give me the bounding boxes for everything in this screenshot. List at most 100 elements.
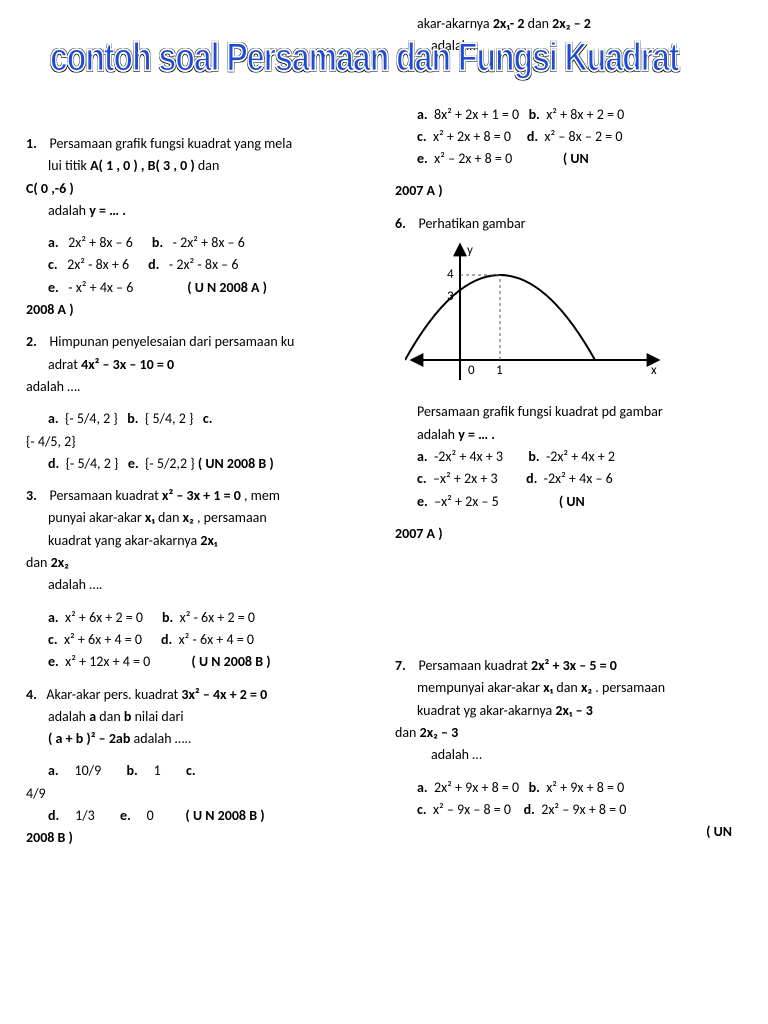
- q7-t2b: dan: [553, 679, 581, 696]
- q4-cv: 4/9: [26, 785, 46, 802]
- q4-eq: 3x² – 4x + 2 = 0: [181, 686, 267, 703]
- q3-a: a.: [48, 609, 59, 626]
- q7-bv: x² + 9x + 8 = 0: [546, 779, 624, 796]
- q2-bv: { 5/4, 2 }: [145, 410, 194, 427]
- q7-rr1: 2x₁ – 3: [555, 702, 592, 719]
- q4-d: d.: [48, 807, 59, 824]
- q4-t2a: adalah: [48, 708, 89, 725]
- q3-x1: x₁: [145, 509, 155, 526]
- q7-c: c.: [417, 801, 427, 818]
- q3-d: d.: [161, 631, 172, 648]
- q1-ev: - x² + 4x – 6: [68, 279, 133, 296]
- q6-number: 6.: [395, 215, 406, 232]
- q4-bv: 1: [154, 762, 161, 779]
- graph-x-label: x: [651, 363, 657, 378]
- q6-src2: 2007 A ): [395, 525, 443, 542]
- q2-b: b.: [127, 410, 138, 427]
- q4-t2c: nilai dari: [131, 708, 183, 725]
- left-column: 1. Persamaan grafik fungsi kuadrat yang …: [26, 14, 373, 851]
- q6-e: e.: [417, 493, 428, 510]
- q3-source: ( U N 2008 B ): [191, 653, 270, 670]
- q3-dv: x² - 6x + 4 = 0: [179, 631, 254, 648]
- graph-tick-y1: 3: [447, 289, 454, 304]
- q7-t2c: . persamaan: [592, 679, 665, 696]
- top-dv: x² – 8x – 2 = 0: [544, 128, 622, 145]
- q1-text3: adalah: [48, 202, 89, 219]
- q7-t3b: dan: [395, 724, 420, 741]
- q1-source: ( U N 2008 A ): [187, 279, 267, 296]
- q4-t1a: Akar-akar pers. kuadrat: [46, 686, 181, 703]
- q1-text2a: lui titik: [48, 157, 90, 174]
- q6-bv: -2x² + 4x + 2: [546, 448, 615, 465]
- q7-x2: x₂: [581, 679, 592, 696]
- top-src2: 2007 A ): [395, 182, 443, 199]
- q1-e: e.: [48, 279, 59, 296]
- q1-dv: - 2x² - 8x – 6: [169, 256, 239, 273]
- q1-source-b: 2008 A ): [26, 301, 74, 318]
- q1-c: c.: [48, 256, 58, 273]
- q2-d: d.: [48, 455, 59, 472]
- top-ev: x² – 2x + 8 = 0: [434, 150, 512, 167]
- q6-c: c.: [417, 470, 427, 487]
- q2-dv: {- 5/4, 2 }: [66, 455, 119, 472]
- q3-b: b.: [162, 609, 173, 626]
- q6-d: d.: [526, 470, 537, 487]
- q2-a: a.: [48, 410, 59, 427]
- graph-y-label: y: [467, 243, 473, 258]
- q7-d: d.: [524, 801, 535, 818]
- q1-a: a.: [48, 234, 59, 251]
- q3-2x2: 2x₂: [51, 554, 69, 571]
- q2-text2: adrat: [48, 356, 81, 373]
- q4-dv: 1/3: [75, 807, 95, 824]
- q6-cv: –x² + 2x + 3: [433, 470, 498, 487]
- q1-av: 2x² + 8x – 6: [68, 234, 133, 251]
- top-b: b.: [529, 106, 540, 123]
- q3-eq: x² – 3x + 1 = 0: [162, 487, 241, 504]
- q2-ev: {- 5/2,2 }: [145, 455, 195, 472]
- q4-av: 10/9: [74, 762, 101, 779]
- q2-eq: 4x² – 3x – 10 = 0: [81, 356, 174, 373]
- q7-dv: 2x² – 9x + 8 = 0: [541, 801, 626, 818]
- q1-text1: Persamaan grafik fungsi kuadrat yang mel…: [50, 135, 293, 152]
- q7-t2a: mempunyai akar-akar: [417, 679, 543, 696]
- q6-dv: -2x² + 4x – 6: [544, 470, 613, 487]
- q7-t3a: kuadrat yg akar-akarnya: [417, 702, 555, 719]
- q3-t3a: kuadrat yang akar-akarnya: [48, 532, 200, 549]
- q3-t2c: , persamaan: [194, 509, 267, 526]
- q2-text1: Himpunan penyelesaian dari persamaan ku: [50, 333, 295, 350]
- q6-text2: Persamaan grafik fungsi kuadrat pd gamba…: [417, 403, 663, 420]
- q7-src: ( UN: [706, 823, 732, 840]
- q6-graph: y x 0 1 3 4: [405, 240, 665, 390]
- q4-c: c.: [186, 762, 196, 779]
- q6-b: b.: [528, 448, 539, 465]
- q6-text3: adalah: [417, 426, 458, 443]
- q7-rr2: 2x₂ – 3: [420, 724, 459, 741]
- q1-pointC: C( 0 ,-6 ): [26, 180, 74, 197]
- q2-cv: {- 4/5, 2}: [26, 433, 76, 450]
- q1-bv: - 2x² + 8x – 6: [173, 234, 245, 251]
- q1-yeq: y = … .: [89, 202, 126, 219]
- q4-a: a.: [48, 762, 59, 779]
- q7-text4: adalah …: [431, 746, 482, 763]
- q3-t2b: dan: [155, 509, 183, 526]
- q1-d: d.: [148, 256, 159, 273]
- q1-number: 1.: [26, 135, 37, 152]
- q4-b: b.: [127, 762, 138, 779]
- q4-t2b: dan: [96, 708, 124, 725]
- q7-eq: 2x² + 3x – 5 = 0: [531, 657, 617, 674]
- right-column: akar-akarnya 2x₁- 2 dan 2x₂ – 2 adalah..…: [395, 14, 742, 851]
- q2-e: e.: [128, 455, 139, 472]
- q7-a: a.: [417, 779, 428, 796]
- top-av: 8x² + 2x + 1 = 0: [434, 106, 519, 123]
- q1-b: b.: [152, 234, 163, 251]
- q7-number: 7.: [395, 657, 406, 674]
- q3-c: c.: [48, 631, 58, 648]
- q4-expr: ( a + b )² – 2ab: [48, 730, 130, 747]
- q1-cv: 2x² - 8x + 6: [67, 256, 129, 273]
- q7-x1: x₁: [543, 679, 553, 696]
- q3-t1a: Persamaan kuadrat: [50, 487, 163, 504]
- q3-text4: adalah ….: [48, 576, 102, 593]
- q4-source: ( U N 2008 B ): [185, 807, 264, 824]
- graph-origin: 0: [468, 363, 475, 378]
- q3-ev: x² + 12x + 4 = 0: [65, 653, 150, 670]
